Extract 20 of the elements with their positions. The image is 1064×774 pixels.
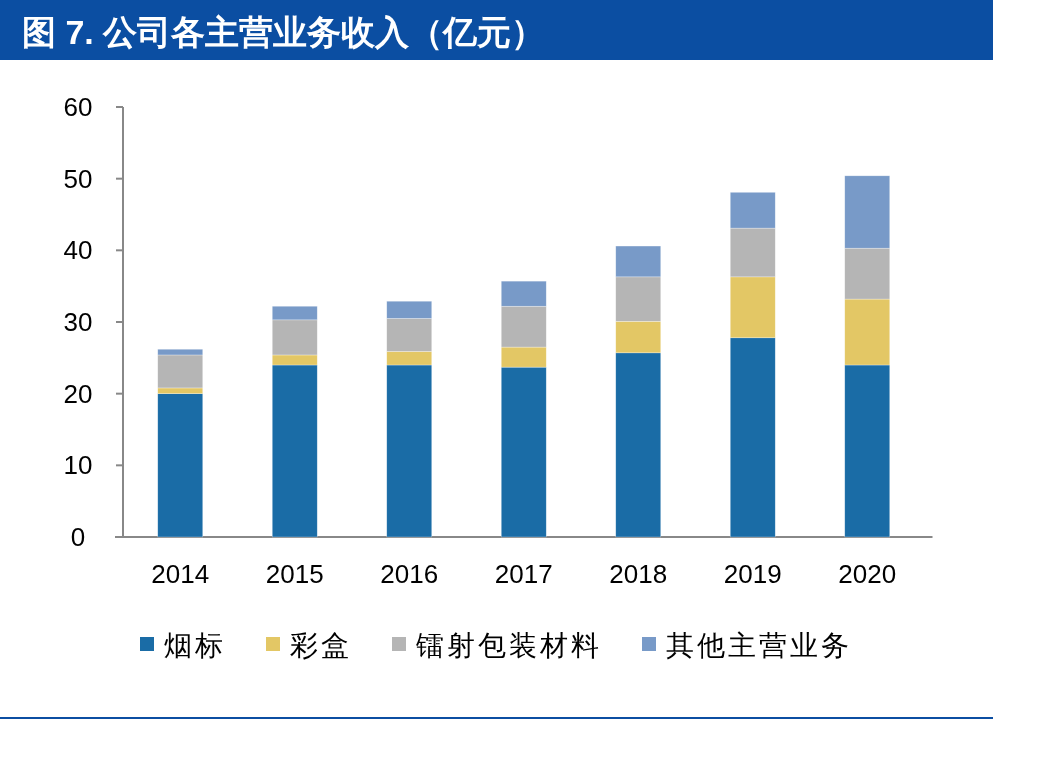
x-tick-label: 2019 <box>723 559 782 589</box>
y-tick-label: 10 <box>63 450 93 481</box>
y-tick-label: 0 <box>70 522 86 552</box>
y-tick-label: 60 <box>63 92 93 122</box>
legend-label: 其他主营业务 <box>666 630 852 661</box>
y-tick-label: 30 <box>63 307 93 337</box>
chart-title: 图 7. 公司各主营业务收入（亿元） <box>22 13 546 51</box>
x-tick-label: 2018 <box>609 559 668 589</box>
y-tick-label: 50 <box>63 163 93 194</box>
legend-label: 烟标 <box>164 630 226 661</box>
x-tick-label: 2017 <box>494 559 553 589</box>
y-tick-label: 20 <box>63 378 93 409</box>
x-tick-label: 2016 <box>380 559 439 589</box>
legend-label: 彩盒 <box>290 630 352 661</box>
x-tick-label: 2014 <box>151 559 210 589</box>
bar <box>157 393 204 538</box>
y-tick-label: 40 <box>63 235 93 266</box>
x-tick-label: 2015 <box>265 559 324 589</box>
legend-label: 镭射包装材料 <box>415 630 602 661</box>
x-tick-label: 2020 <box>838 559 897 589</box>
